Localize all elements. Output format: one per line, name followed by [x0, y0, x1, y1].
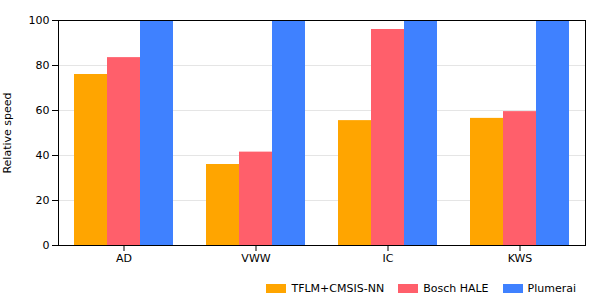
svg-text:AD: AD [116, 252, 132, 265]
svg-text:40: 40 [36, 149, 50, 162]
svg-text:60: 60 [36, 104, 50, 117]
svg-text:KWS: KWS [508, 252, 533, 265]
svg-text:Relative speed: Relative speed [1, 92, 14, 173]
html-text:TFLM+CMSIS-NN: TFLM+CMSIS-NN [291, 281, 385, 295]
svg-text:IC: IC [383, 252, 394, 265]
svg-text:80: 80 [36, 59, 50, 72]
html-text:Bosch HALE: Bosch HALE [423, 281, 489, 295]
svg-text:100: 100 [29, 14, 50, 27]
svg-text:VWW: VWW [241, 252, 270, 265]
svg-text:0: 0 [43, 239, 50, 252]
svg-text:20: 20 [36, 194, 50, 207]
html-text:Plumerai: Plumerai [527, 281, 576, 295]
